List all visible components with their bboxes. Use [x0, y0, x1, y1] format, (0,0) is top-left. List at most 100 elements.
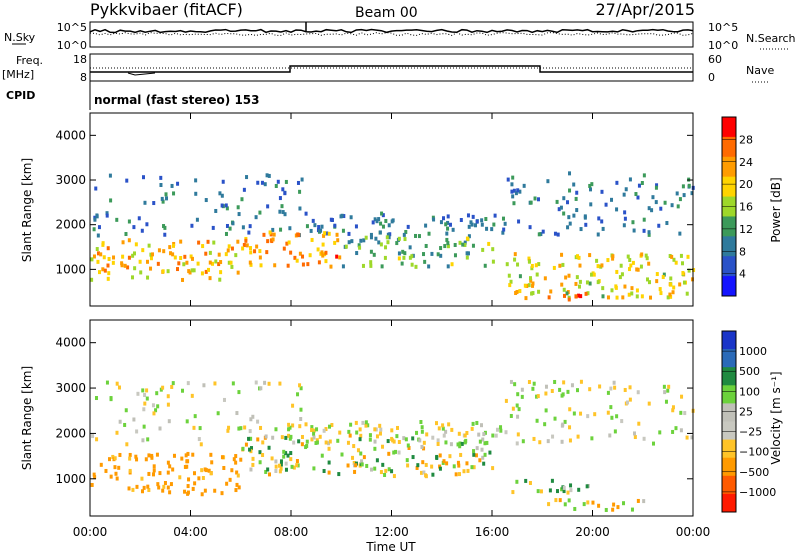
data-cell: [372, 252, 376, 257]
data-cell: [234, 454, 238, 459]
data-cell: [627, 267, 631, 272]
scatter-cell: [480, 423, 484, 428]
data-cell: [611, 256, 615, 261]
noise-tick-left-bottom: 10^0: [57, 39, 87, 52]
scatter-cell: [513, 382, 517, 387]
data-cell: [511, 490, 515, 495]
scatter-cell: [503, 221, 507, 226]
data-cell: [358, 245, 362, 250]
data-cell: [200, 468, 204, 473]
scatter-cell: [588, 387, 592, 392]
data-cell: [140, 476, 144, 481]
cpid-row: CPID normal (fast stereo) 153: [6, 81, 260, 110]
data-cell: [169, 251, 173, 256]
data-cell: [424, 462, 428, 467]
data-cell: [369, 263, 373, 268]
scatter-cell: [312, 431, 316, 436]
scatter-cell: [115, 217, 119, 222]
data-cell: [439, 253, 443, 258]
data-cell: [274, 459, 278, 464]
data-cell: [329, 264, 333, 269]
noise-search-line: [89, 31, 694, 36]
data-cell: [672, 257, 676, 262]
nsky-label: N.Sky: [4, 31, 36, 44]
scatter-cell: [137, 216, 141, 221]
scatter-cell: [309, 228, 313, 233]
scatter-cell: [544, 384, 548, 389]
data-cell: [524, 478, 528, 483]
data-cell: [235, 482, 239, 487]
scatter-cell: [679, 428, 683, 433]
data-cell: [92, 472, 96, 477]
scatter-cell: [283, 212, 287, 217]
data-cell: [336, 238, 340, 243]
colorbar-tick-label: −1000: [739, 486, 776, 499]
data-cell: [258, 255, 262, 260]
data-cell: [562, 489, 566, 494]
scatter-cell: [563, 419, 567, 424]
scatter-cell: [537, 232, 541, 237]
data-cell: [107, 256, 111, 261]
data-cell: [251, 456, 255, 461]
data-cell: [352, 461, 356, 466]
scatter-cell: [654, 185, 658, 190]
data-cell: [284, 467, 288, 472]
data-cell: [131, 487, 135, 492]
scatter-cell: [281, 210, 285, 215]
nave-label: Nave: [746, 64, 774, 77]
data-cell: [171, 467, 175, 472]
data-cell: [528, 480, 532, 485]
data-cell: [470, 465, 474, 470]
data-cell: [112, 255, 116, 260]
scatter-cell: [690, 191, 694, 196]
data-cell: [201, 475, 205, 480]
scatter-cell: [589, 187, 593, 192]
colorbar-tick-label: 8: [739, 245, 746, 258]
data-cell: [567, 297, 571, 302]
scatter-cell: [199, 442, 203, 447]
data-cell: [384, 468, 388, 473]
data-cell: [306, 262, 310, 267]
data-cell: [597, 503, 601, 508]
data-cell: [640, 252, 644, 257]
data-cell: [464, 438, 468, 443]
scatter-cell: [518, 189, 522, 194]
data-cell: [595, 258, 599, 263]
freq-line: [90, 65, 693, 73]
colorbar-segment: [722, 421, 736, 441]
data-cell: [472, 449, 476, 454]
scatter-cell: [380, 211, 384, 216]
data-cell: [411, 455, 415, 460]
data-cell: [166, 485, 170, 490]
scatter-cell: [170, 384, 174, 389]
scatter-cell: [485, 226, 489, 231]
scatter-cell: [575, 388, 579, 393]
scatter-cell: [502, 227, 506, 232]
data-cell: [397, 450, 401, 455]
scatter-cell: [597, 216, 601, 221]
data-cell: [579, 294, 583, 299]
colorbar-tick-label: −25: [739, 426, 762, 439]
scatter-cell: [93, 215, 97, 220]
power-y-ticks: 4000 3000 2000 1000: [55, 128, 693, 276]
scatter-cell: [329, 217, 333, 222]
scatter-cell: [258, 210, 262, 215]
data-cell: [485, 440, 489, 445]
scatter-cell: [235, 411, 239, 416]
scatter-cell: [628, 397, 632, 402]
data-cell: [335, 232, 339, 237]
scatter-cell: [156, 404, 160, 409]
colorbar-segment: [722, 331, 736, 350]
scatter-cell: [213, 381, 217, 386]
data-cell: [636, 498, 640, 503]
scatter-cell: [95, 214, 99, 219]
scatter-cell: [136, 391, 140, 396]
data-cell: [217, 252, 221, 257]
data-cell: [237, 485, 241, 490]
scatter-cell: [227, 425, 231, 430]
scatter-cell: [609, 386, 613, 391]
scatter-cell: [420, 425, 424, 430]
scatter-cell: [642, 228, 646, 233]
data-cell: [225, 481, 229, 486]
scatter-cell: [665, 221, 669, 226]
